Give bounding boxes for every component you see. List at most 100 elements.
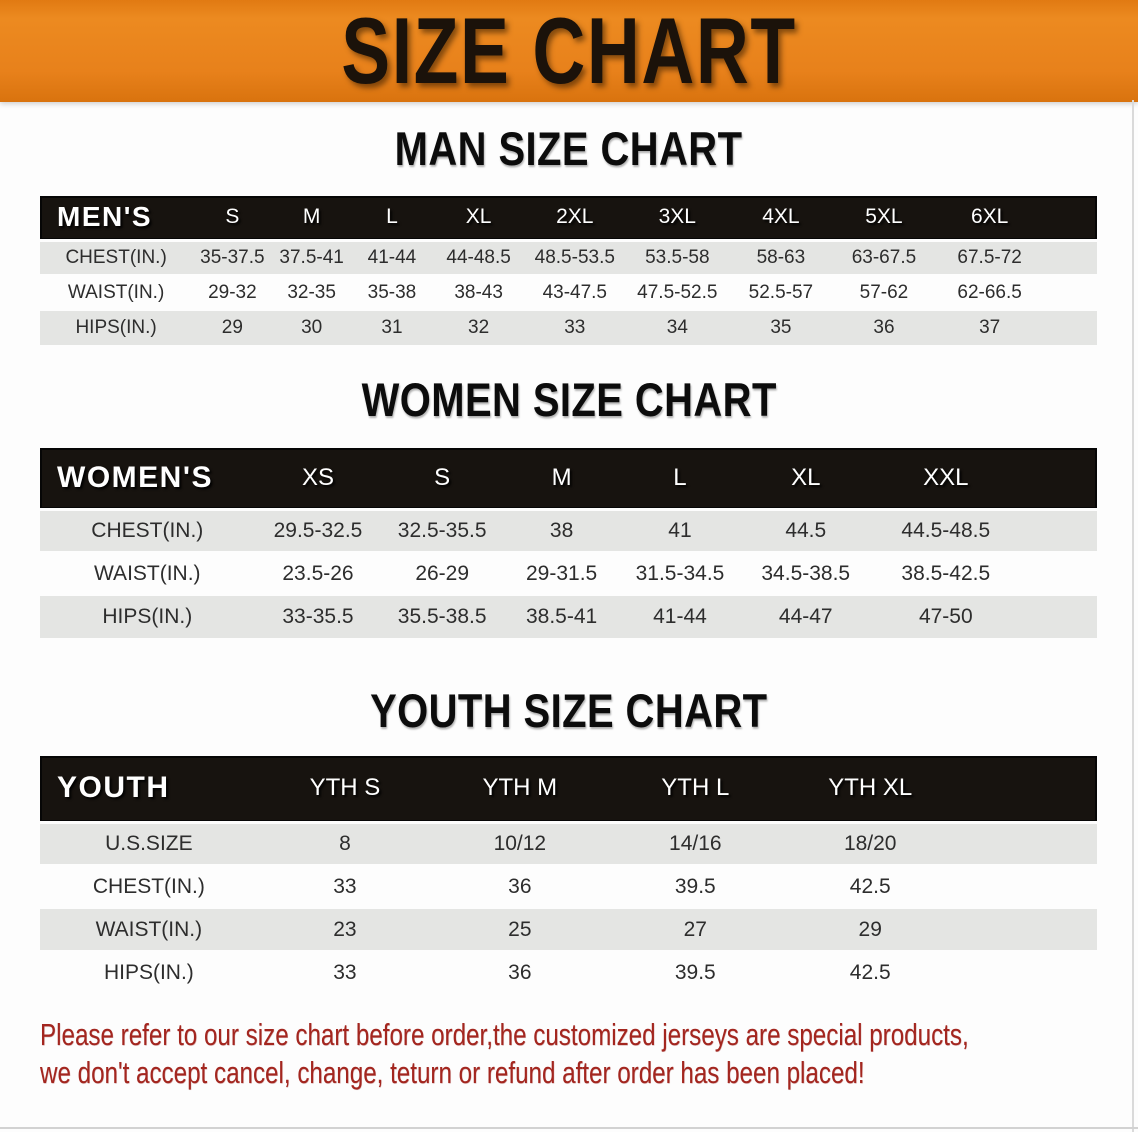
size-value-cell: 35-38	[367, 281, 417, 303]
size-column-header: L	[673, 463, 687, 491]
size-value-cell: 38.5-42.5	[901, 561, 991, 585]
size-value-cell: 18/20	[843, 831, 897, 855]
measure-row-label: CHEST(IN.)	[65, 246, 167, 268]
size-column-header: YTH S	[309, 774, 381, 802]
measure-row: CHEST(IN.) 33 36 39.5 42.5	[40, 865, 1097, 908]
size-value-cell: 32.5-35.5	[397, 518, 487, 542]
size-table-header-row: YOUTH YTH S YTH M YTH L YTH XL	[40, 756, 1097, 822]
size-value-cell: 32	[468, 317, 490, 338]
size-value-cell: 63-67.5	[851, 246, 917, 268]
size-value-cell: 36	[508, 874, 532, 898]
size-column-header: YTH L	[661, 774, 730, 802]
size-value-cell: 8	[339, 831, 351, 855]
disclaimer-line-1: Please refer to our size chart before or…	[40, 1016, 1138, 1054]
size-value-cell: 44.5	[785, 518, 827, 542]
filler-cell	[1044, 310, 1097, 345]
size-value-cell: 41-44	[367, 246, 417, 268]
size-value-cell: 29	[858, 917, 882, 941]
size-value-cell: 34.5-38.5	[761, 561, 851, 585]
size-column-header: 4XL	[762, 205, 800, 229]
disclaimer-line-2: we don't accept cancel, change, teturn o…	[40, 1054, 1138, 1092]
measure-row-label: HIPS(IN.)	[75, 317, 157, 338]
size-value-cell: 35	[770, 317, 792, 338]
measure-row-label: HIPS(IN.)	[103, 961, 194, 984]
youth-section-title: YOUTH SIZE CHART	[0, 686, 1138, 736]
filler-cell	[957, 951, 1097, 994]
size-value-cell: 44.5-48.5	[901, 518, 991, 542]
size-column-header: M	[551, 463, 572, 491]
table-header-label: YOUTH	[57, 771, 170, 805]
filler-cell	[957, 822, 1097, 865]
filler-cell	[957, 756, 1097, 822]
size-value-cell: 39.5	[674, 874, 716, 898]
filler-cell	[1044, 240, 1097, 275]
size-value-cell: 52.5-57	[748, 281, 814, 303]
size-value-cell: 35-37.5	[200, 246, 265, 268]
photo-edge-bottom-line	[0, 1127, 1138, 1129]
youth-size-table: YOUTH YTH S YTH M YTH L YTH XL U.S.SIZE 8 10/12…	[40, 756, 1097, 994]
size-value-cell: 29-32	[208, 281, 257, 303]
size-value-cell: 41-44	[653, 605, 707, 628]
size-value-cell: 26-29	[415, 561, 470, 585]
filler-cell	[957, 865, 1097, 908]
size-column-header: 6XL	[970, 205, 1009, 229]
size-column-header: S	[434, 463, 451, 491]
filler-cell	[1020, 509, 1097, 552]
men-section-title-text: MAN SIZE CHART	[395, 122, 743, 175]
size-value-cell: 37	[979, 317, 1001, 338]
size-value-cell: 37.5-41	[279, 246, 344, 268]
size-column-header: 2XL	[556, 205, 594, 229]
women-size-section: WOMEN SIZE CHART WOMEN'S XS S M L XL XXL CHEST(…	[0, 375, 1138, 638]
size-value-cell: 27	[683, 917, 707, 941]
size-table-header-row: WOMEN'S XS S M L XL XXL	[40, 448, 1097, 509]
measure-row: WAIST(IN.) 29-32 32-35 35-38 38-43 43-47.5 47.…	[40, 275, 1097, 310]
women-section-title: WOMEN SIZE CHART	[0, 375, 1138, 425]
size-column-header: S	[225, 205, 240, 229]
disclaimer-line-1-text: Please refer to our size chart before or…	[40, 1017, 969, 1052]
size-value-cell: 47-50	[918, 605, 973, 628]
disclaimer-line-2-text: we don't accept cancel, change, teturn o…	[40, 1055, 865, 1090]
measure-row-label: U.S.SIZE	[105, 831, 193, 855]
size-value-cell: 29	[221, 317, 243, 338]
size-column-header: M	[302, 205, 321, 229]
size-value-cell: 53.5-58	[645, 246, 710, 268]
size-column-header: 3XL	[658, 205, 696, 229]
measure-row-label: HIPS(IN.)	[102, 605, 193, 628]
filler-cell	[957, 908, 1097, 951]
youth-section-title-text: YOUTH SIZE CHART	[370, 684, 768, 737]
measure-row: HIPS(IN.) 33 36 39.5 42.5	[40, 951, 1097, 994]
measure-row-label: CHEST(IN.)	[91, 518, 204, 542]
size-value-cell: 38.5-41	[525, 605, 598, 628]
measure-row-label: WAIST(IN.)	[95, 917, 203, 941]
size-value-cell: 35.5-38.5	[397, 605, 487, 628]
men-size-table: MEN'S S M L XL 2XL 3XL 4XL 5XL 6XL CHEST(IN.) 35-37…	[40, 196, 1097, 345]
size-column-header: XL	[791, 463, 821, 491]
size-value-cell: 58-63	[756, 246, 806, 268]
table-header-label: WOMEN'S	[57, 460, 213, 494]
size-column-header: XL	[465, 205, 492, 229]
youth-size-section: YOUTH SIZE CHART YOUTH YTH S YTH M YTH L YTH…	[0, 686, 1138, 994]
size-value-cell: 36	[873, 317, 895, 338]
women-section-title-text: WOMEN SIZE CHART	[361, 373, 777, 426]
size-value-cell: 31.5-34.5	[635, 561, 725, 585]
size-column-header: YTH XL	[828, 774, 913, 802]
size-column-header: XS	[301, 463, 334, 491]
size-value-cell: 30	[301, 317, 323, 338]
measure-row: HIPS(IN.) 33-35.5 35.5-38.5 38.5-41 41-44 44-…	[40, 595, 1097, 638]
size-value-cell: 31	[381, 317, 403, 338]
size-column-header: L	[386, 205, 398, 229]
men-section-title: MAN SIZE CHART	[0, 124, 1138, 174]
size-value-cell: 10/12	[493, 831, 547, 855]
size-value-cell: 47.5-52.5	[637, 281, 718, 303]
size-value-cell: 14/16	[669, 831, 722, 855]
filler-cell	[1044, 196, 1097, 240]
measure-row-label: CHEST(IN.)	[92, 874, 205, 898]
size-value-cell: 25	[508, 917, 532, 941]
size-table-header-row: MEN'S S M L XL 2XL 3XL 4XL 5XL 6XL	[40, 196, 1097, 240]
measure-row: U.S.SIZE 8 10/12 14/16 18/20	[40, 822, 1097, 865]
size-value-cell: 23.5-26	[282, 561, 354, 585]
filler-cell	[1020, 552, 1097, 595]
disclaimer: Please refer to our size chart before or…	[40, 1016, 1138, 1092]
measure-row: WAIST(IN.) 23 25 27 29	[40, 908, 1097, 951]
